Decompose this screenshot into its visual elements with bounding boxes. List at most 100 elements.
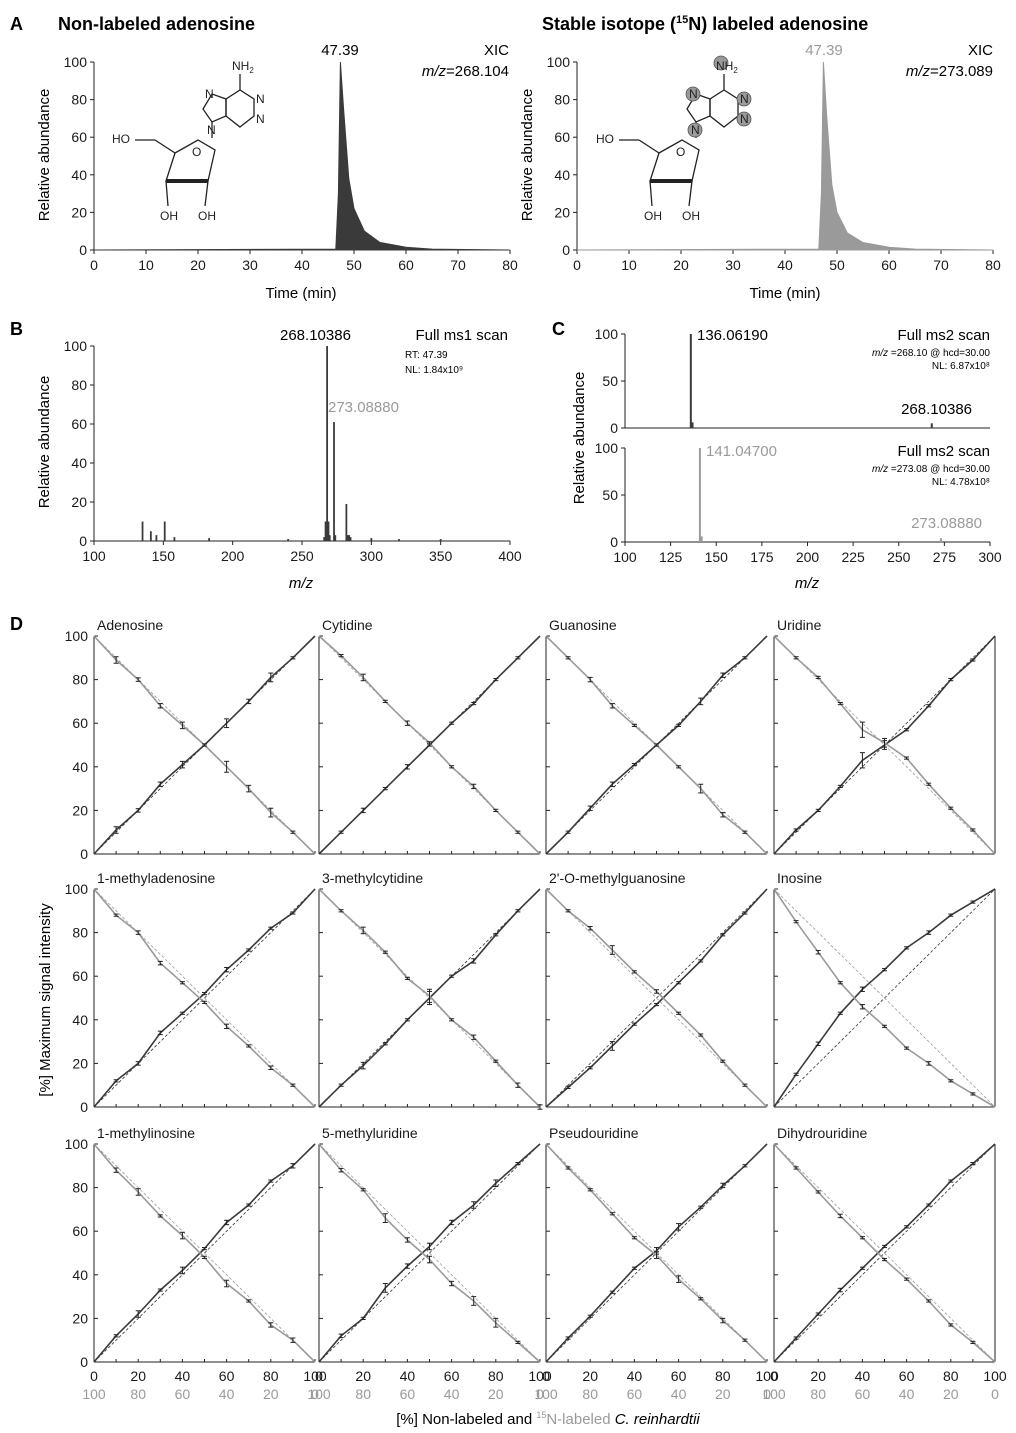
c-bot-param: m/z =273.08 @ hcd=30.00 [872, 464, 990, 475]
struct-right-oh2: OH [682, 209, 700, 223]
d-panel-8-xtick-label-bottom: 100 [82, 1386, 106, 1402]
d-xlabel-sup: 15 [536, 1410, 546, 1420]
a-right-ytick-label: 80 [554, 92, 570, 108]
c-bot-xtick-label: 150 [705, 549, 729, 565]
struct-right-ho: HO [596, 132, 614, 146]
d-ylabel: [%] Maximum signal intensity [37, 903, 54, 1097]
d-panel-8-xtick-label-bottom: 80 [130, 1386, 146, 1402]
a-right-xtick-label: 60 [881, 257, 897, 273]
a-left-mz-italic: m/z [422, 63, 447, 80]
c-bot-peak-1: 141.04700 [706, 443, 777, 460]
struct-right-nh2: NH2 [716, 59, 738, 75]
d-panel-4-ytick-label: 60 [72, 968, 88, 984]
a-left-ytick-label: 80 [71, 92, 87, 108]
a-right-xtick-label: 80 [985, 257, 1001, 273]
d-panel-0-ytick-label: 60 [72, 715, 88, 731]
d-panel-7-ideal-labeled [773, 888, 996, 1108]
adenosine-structure-right-labels: NH2 N N N N O HO OH OH [596, 59, 749, 223]
struct-right-n9: N [691, 123, 700, 137]
d-panel-0-ytick-label: 100 [65, 628, 89, 644]
d-panel-10-title: Pseudouridine [549, 1125, 639, 1141]
a-left-ytick-label: 20 [71, 204, 87, 220]
d-panel-8-ytick-label: 20 [72, 1310, 88, 1326]
b-xtick-label: 300 [360, 548, 384, 564]
c-top-ytick-label: 0 [610, 420, 618, 436]
labeled-atom-n7 [685, 86, 701, 102]
d-panel-8-xtick-label-bottom: 0 [311, 1386, 319, 1402]
d-panel-8-ytick-label: 0 [80, 1354, 88, 1370]
struct-left-oh1: OH [160, 209, 178, 223]
adenosine-structure-left-labels: NH2 N N N N O HO OH OH [112, 59, 265, 223]
panel-label-d: D [10, 614, 23, 634]
a-left-xtick-label: 20 [190, 257, 206, 273]
a-right-mz: m/z=273.089 [906, 63, 993, 80]
b-ytick-label: 60 [71, 416, 87, 432]
b-rt: RT: 47.39 [405, 350, 448, 361]
d-xlabel-1: [%] Non-labeled and [396, 1411, 536, 1428]
labeled-atom-n3 [736, 111, 752, 127]
a-right-ytick-label: 40 [554, 167, 570, 183]
panel-label-a: A [10, 14, 23, 34]
c-top-param: m/z =268.10 @ hcd=30.00 [872, 348, 990, 359]
d-panel-9-xtick-label-bottom: 60 [400, 1386, 416, 1402]
d-panel-8-xtick-label-top: 40 [175, 1368, 191, 1384]
c-bot-xtick-label: 275 [933, 549, 957, 565]
a-right-peak-label: 47.39 [805, 42, 843, 59]
a-left-xtick-label: 50 [346, 257, 362, 273]
a-right-xtick-label: 30 [725, 257, 741, 273]
d-panel-8-xtick-label-bottom: 60 [175, 1386, 191, 1402]
a-right-ylabel: Relative abundance [519, 89, 536, 222]
d-xlabel-3: C. reinhardtii [615, 1411, 701, 1428]
a-left-mz-value: =268.104 [446, 63, 509, 80]
a-left-xtick-label: 60 [398, 257, 414, 273]
d-panel-10-xtick-label-top: 40 [627, 1368, 643, 1384]
struct-left-o: O [192, 145, 201, 159]
d-panel-10-xtick-label-bottom: 80 [582, 1386, 598, 1402]
panel-a-left-title: Non-labeled adenosine [58, 14, 255, 34]
a-right-xtick-label: 40 [777, 257, 793, 273]
d-panel-8-xtick-label-top: 100 [303, 1368, 327, 1384]
d-panel-7-title: Inosine [777, 870, 822, 886]
b-title: Full ms1 scan [415, 327, 508, 344]
b-ytick-label: 40 [71, 455, 87, 471]
struct-right-oh1: OH [644, 209, 662, 223]
d-panel-11-xtick-label-bottom: 80 [810, 1386, 826, 1402]
b-ytick-label: 80 [71, 377, 87, 393]
d-panel-4-ideal-labeled [93, 888, 316, 1108]
c-bot-xtick-label: 125 [659, 549, 683, 565]
struct-left-ho: HO [112, 132, 130, 146]
d-panel-5-title: 3-methylcytidine [322, 870, 423, 886]
d-panel-9-xtick-label-top: 20 [355, 1368, 371, 1384]
a-left-ytick-label: 100 [64, 54, 88, 70]
c-bot-xtick-label: 200 [796, 549, 820, 565]
d-panel-4-ytick-label: 100 [65, 881, 89, 897]
d-panel-11-xtick-label-top: 40 [855, 1368, 871, 1384]
d-panel-10-xtick-label-bottom: 60 [627, 1386, 643, 1402]
a-right-title-sup: 15 [676, 14, 688, 26]
adenosine-structure-right [619, 74, 739, 207]
d-panel-9-xtick-label-bottom: 20 [488, 1386, 504, 1402]
d-panel-8-xtick-label-bottom: 20 [263, 1386, 279, 1402]
c-top-ytick-label: 100 [595, 326, 619, 342]
panel-label-c: C [552, 319, 565, 339]
a-left-ytick-label: 40 [71, 167, 87, 183]
d-panel-10-xtick-label-top: 60 [671, 1368, 687, 1384]
a-right-mz-italic: m/z [906, 63, 931, 80]
d-panel-10-xtick-label-bottom: 40 [671, 1386, 687, 1402]
d-panel-6-ideal-labeled [545, 888, 768, 1108]
a-right-ytick-label: 20 [554, 204, 570, 220]
d-panel-11-xtick-label-top: 100 [983, 1368, 1007, 1384]
b-xtick-label: 250 [290, 548, 314, 564]
labeled-atom-n9 [687, 122, 703, 138]
c-top-title: Full ms2 scan [897, 327, 990, 344]
d-panel-10-xtick-label-top: 80 [715, 1368, 731, 1384]
b-ytick-label: 100 [64, 338, 88, 354]
c-ylabel: Relative abundance [571, 372, 588, 505]
d-panel-11-xtick-label-bottom: 60 [855, 1386, 871, 1402]
a-left-ytick-label: 0 [79, 242, 87, 258]
d-panel-11-title: Dihydrouridine [777, 1125, 867, 1141]
struct-left-oh2: OH [198, 209, 216, 223]
d-panel-0-title: Adenosine [97, 617, 163, 633]
a-right-title-pre: Stable isotope ( [542, 14, 676, 34]
